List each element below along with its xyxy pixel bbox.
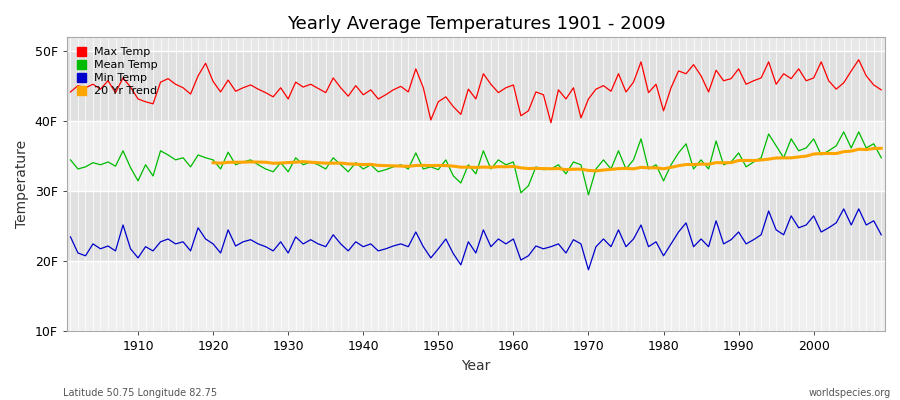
Bar (67, 261, 885, 332)
Legend: Max Temp, Mean Temp, Min Temp, 20 Yr Trend: Max Temp, Mean Temp, Min Temp, 20 Yr Tre… (72, 43, 163, 100)
Bar (67, 121, 885, 191)
X-axis label: Year: Year (461, 359, 491, 373)
Title: Yearly Average Temperatures 1901 - 2009: Yearly Average Temperatures 1901 - 2009 (286, 15, 665, 33)
Y-axis label: Temperature: Temperature (15, 140, 29, 228)
Text: Latitude 50.75 Longitude 82.75: Latitude 50.75 Longitude 82.75 (63, 388, 217, 398)
Text: worldspecies.org: worldspecies.org (809, 388, 891, 398)
Bar (67, 51, 885, 121)
Bar (67, 191, 885, 261)
